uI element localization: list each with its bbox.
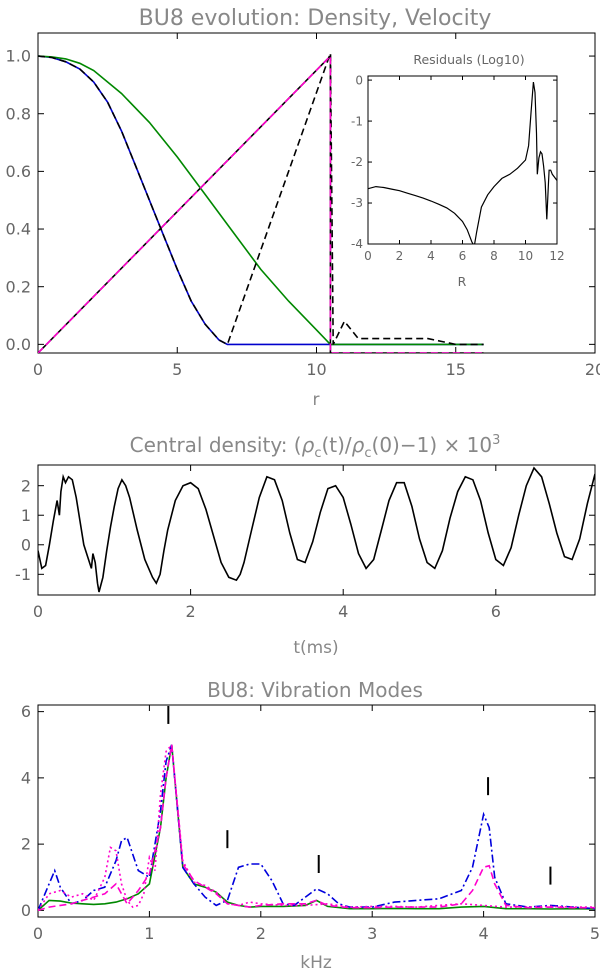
y-tick-label: 0.0 <box>6 335 31 354</box>
y-tick-label: 6 <box>21 702 31 721</box>
residuals-inset: Residuals (Log10) 0 2 4 6 8 10 12 -4 -3 -2 -1 0 R <box>351 45 576 289</box>
x-tick-label: 2 <box>256 924 266 943</box>
y-tick-label: -3 <box>351 196 363 210</box>
series-line-0 <box>38 466 595 593</box>
y-tick-label: 0 <box>355 73 363 87</box>
central-density-xlabel: t(ms) <box>293 638 338 658</box>
x-tick-label: 6 <box>459 249 467 263</box>
density-velocity-xlabel: r <box>313 390 320 410</box>
vibration-modes-title: BU8: Vibration Modes <box>207 678 423 702</box>
x-tick-label: 0 <box>364 249 372 263</box>
series-line-4 <box>38 54 484 353</box>
x-tick-label: 6 <box>491 602 501 621</box>
y-tick-label: 1.0 <box>6 47 31 66</box>
y-tick-label: -1 <box>15 565 31 584</box>
y-tick-label: 0 <box>21 901 31 920</box>
y-tick-label: 0.4 <box>6 220 31 239</box>
density-velocity-title: BU8 evolution: Density, Velocity <box>139 6 492 31</box>
central-density-title: Central density: (ρc(t)/ρc(0)−1) × 103 <box>130 433 501 461</box>
y-tick-label: 2 <box>21 476 31 495</box>
x-tick-label: 1 <box>144 924 154 943</box>
y-tick-label: 1 <box>21 506 31 525</box>
vibration-modes-xlabel: kHz <box>300 953 332 973</box>
x-tick-label: 0 <box>33 602 43 621</box>
vibration-modes-panel: BU8: Vibration Modes 0 1 2 3 4 5 0 2 4 6 kHz <box>21 678 600 973</box>
series-line-1 <box>38 55 484 346</box>
central-density-frame <box>37 464 596 596</box>
y-tick-label: 0 <box>21 535 31 554</box>
x-tick-label: 4 <box>479 924 489 943</box>
residuals-title: Residuals (Log10) <box>413 52 524 67</box>
y-tick-label: -4 <box>351 237 363 251</box>
y-tick-label: 0.2 <box>6 277 31 296</box>
series-line-3 <box>38 742 595 911</box>
x-tick-label: 12 <box>549 249 564 263</box>
x-tick-label: 10 <box>518 249 533 263</box>
y-tick-label: 0.8 <box>6 104 31 123</box>
x-tick-label: 15 <box>446 360 466 379</box>
x-tick-label: 4 <box>338 602 348 621</box>
x-tick-label: 20 <box>585 360 600 379</box>
central-density-panel: Central density: (ρc(t)/ρc(0)−1) × 103 0… <box>15 433 596 658</box>
y-tick-label: 2 <box>21 835 31 854</box>
y-tick-label: 4 <box>21 768 31 787</box>
y-tick-label: 0.6 <box>6 162 31 181</box>
x-tick-label: 0 <box>33 360 43 379</box>
y-tick-label: -1 <box>351 114 363 128</box>
series-line-1 <box>38 744 595 911</box>
x-tick-label: 2 <box>396 249 404 263</box>
x-tick-label: 5 <box>590 924 600 943</box>
series-line-0 <box>368 82 557 244</box>
x-tick-label: 2 <box>186 602 196 621</box>
y-tick-label: -2 <box>351 155 363 169</box>
x-tick-label: 8 <box>490 249 498 263</box>
x-tick-label: 10 <box>306 360 326 379</box>
x-tick-label: 4 <box>427 249 435 263</box>
series-line-2 <box>38 744 595 912</box>
vibration-modes-frame <box>37 704 596 918</box>
density-velocity-panel: BU8 evolution: Density, Velocity 0 5 10 15 2… <box>6 6 600 410</box>
series-line-3 <box>38 52 484 346</box>
x-tick-label: 5 <box>172 360 182 379</box>
x-tick-label: 3 <box>367 924 377 943</box>
residuals-xlabel: R <box>458 274 467 289</box>
series-line-0 <box>38 744 595 911</box>
x-tick-label: 0 <box>33 924 43 943</box>
